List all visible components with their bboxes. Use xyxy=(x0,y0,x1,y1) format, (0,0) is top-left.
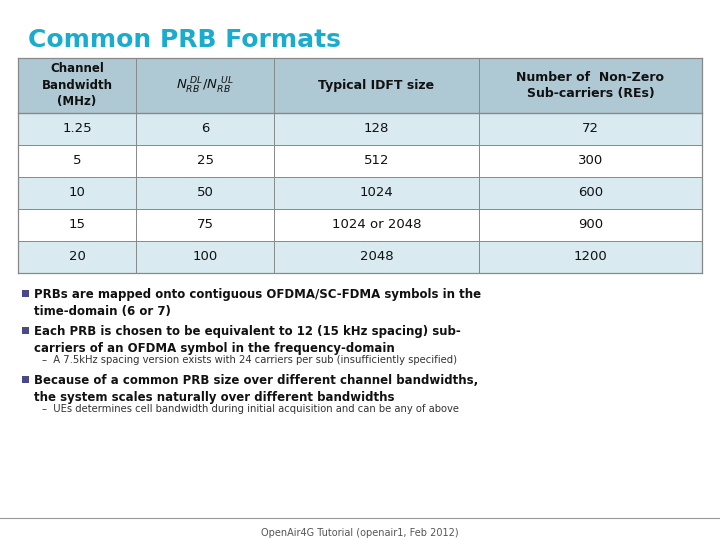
Text: 5: 5 xyxy=(73,154,81,167)
Bar xyxy=(22,290,29,297)
Text: 15: 15 xyxy=(68,219,86,232)
Bar xyxy=(18,177,702,209)
Text: 6: 6 xyxy=(201,123,210,136)
Text: 300: 300 xyxy=(578,154,603,167)
Bar xyxy=(18,145,702,177)
Text: 25: 25 xyxy=(197,154,214,167)
Text: 75: 75 xyxy=(197,219,214,232)
Bar xyxy=(18,113,702,145)
Bar xyxy=(18,58,702,113)
Text: 1024 or 2048: 1024 or 2048 xyxy=(332,219,421,232)
Text: 72: 72 xyxy=(582,123,599,136)
Text: Typical IDFT size: Typical IDFT size xyxy=(318,79,435,92)
Text: 600: 600 xyxy=(578,186,603,199)
Text: Because of a common PRB size over different channel bandwidths,
the system scale: Because of a common PRB size over differ… xyxy=(34,374,478,404)
Text: 128: 128 xyxy=(364,123,390,136)
Bar xyxy=(22,327,29,334)
Text: 512: 512 xyxy=(364,154,390,167)
Text: 100: 100 xyxy=(192,251,217,264)
Text: Common PRB Formats: Common PRB Formats xyxy=(28,28,341,52)
Text: 20: 20 xyxy=(68,251,86,264)
Text: 1.25: 1.25 xyxy=(62,123,92,136)
Text: 900: 900 xyxy=(578,219,603,232)
Text: Number of  Non-Zero
Sub-carriers (REs): Number of Non-Zero Sub-carriers (REs) xyxy=(516,71,665,100)
Bar xyxy=(18,209,702,241)
Text: 2048: 2048 xyxy=(360,251,393,264)
Text: PRBs are mapped onto contiguous OFDMA/SC-FDMA symbols in the
time-domain (6 or 7: PRBs are mapped onto contiguous OFDMA/SC… xyxy=(34,288,481,318)
Text: –  A 7.5kHz spacing version exists with 24 carriers per sub (insufficiently spec: – A 7.5kHz spacing version exists with 2… xyxy=(42,355,457,365)
Text: 50: 50 xyxy=(197,186,213,199)
Text: Channel
Bandwidth
(MHz): Channel Bandwidth (MHz) xyxy=(42,63,112,109)
Text: 1200: 1200 xyxy=(574,251,608,264)
Text: –  UEs determines cell bandwidth during initial acquisition and can be any of ab: – UEs determines cell bandwidth during i… xyxy=(42,404,459,414)
Text: 1024: 1024 xyxy=(359,186,393,199)
Text: $\mathit{N}_{RB}^{\ DL}/\mathit{N}_{RB}^{\ UL}$: $\mathit{N}_{RB}^{\ DL}/\mathit{N}_{RB}^… xyxy=(176,76,234,96)
Text: 10: 10 xyxy=(68,186,86,199)
Text: Each PRB is chosen to be equivalent to 12 (15 kHz spacing) sub-
carriers of an O: Each PRB is chosen to be equivalent to 1… xyxy=(34,325,461,355)
Bar xyxy=(22,376,29,383)
Bar xyxy=(18,241,702,273)
Text: OpenAir4G Tutorial (openair1, Feb 2012): OpenAir4G Tutorial (openair1, Feb 2012) xyxy=(261,528,459,538)
